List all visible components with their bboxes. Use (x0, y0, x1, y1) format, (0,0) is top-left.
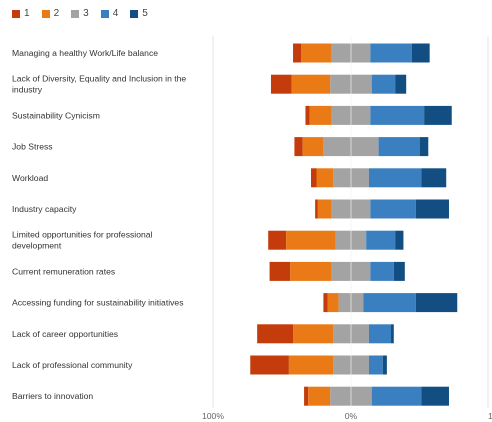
category-label: Barriers to innovation (12, 391, 93, 401)
bar-segment-1[interactable] (310, 168, 317, 188)
bar-segment-2[interactable] (301, 43, 332, 63)
legend-item-2[interactable]: 2 (41, 8, 60, 19)
bar-segment-5[interactable] (415, 199, 449, 219)
bar-segment-5[interactable] (395, 74, 407, 94)
legend-label: 5 (142, 8, 148, 19)
bar-segment-2[interactable] (309, 105, 332, 125)
bar-segment-5[interactable] (421, 386, 449, 406)
bar-segment-4[interactable] (368, 168, 422, 188)
bar-segment-4[interactable] (368, 324, 392, 344)
legend-item-5[interactable]: 5 (130, 8, 148, 19)
legend-label: 2 (53, 8, 60, 19)
category-label: Current remuneration rates (12, 266, 115, 276)
bar-segment-1[interactable] (315, 199, 318, 219)
bar-segment-5[interactable] (382, 355, 387, 375)
bar-segment-2[interactable] (327, 293, 339, 313)
bar-segment-4[interactable] (366, 230, 396, 250)
bar-segment-2[interactable] (308, 386, 331, 406)
bar-segment-1[interactable] (257, 324, 294, 344)
category-label: Lack of professional community (12, 360, 133, 370)
x-tick-label: 100% (202, 411, 224, 421)
legend-swatch (130, 9, 139, 18)
bar-segment-1[interactable] (269, 261, 291, 281)
legend-swatch (41, 9, 50, 18)
legend-label: 3 (83, 8, 89, 19)
legend-swatch (71, 9, 80, 18)
category-label: Industry capacity (12, 204, 77, 214)
bar-segment-5[interactable] (424, 105, 452, 125)
bar-segment-5[interactable] (421, 168, 447, 188)
bar-segment-1[interactable] (323, 293, 328, 313)
bar-segment-1[interactable] (294, 137, 303, 157)
category-label: Limited opportunities for professional de… (12, 230, 153, 251)
bar-segment-2[interactable] (290, 261, 332, 281)
chart-legend: 1 2 3 4 5 (12, 8, 148, 19)
bar-segment-5[interactable] (411, 43, 430, 63)
bar-segment-1[interactable] (305, 105, 310, 125)
bar-segment-5[interactable] (393, 261, 405, 281)
category-label: Workload (12, 173, 48, 183)
legend-label: 1 (24, 8, 30, 19)
bar-segment-4[interactable] (370, 43, 412, 63)
bar-segment-4[interactable] (371, 74, 396, 94)
bar-segment-2[interactable] (302, 137, 324, 157)
category-label: Accessing funding for sustainability ini… (12, 298, 184, 308)
category-label: Lack of Diversity, Equality and Inclusio… (12, 74, 186, 95)
bar-segment-5[interactable] (415, 293, 458, 313)
legend-item-3[interactable]: 3 (71, 8, 89, 19)
bar-segment-4[interactable] (370, 105, 425, 125)
legend-item-1[interactable]: 1 (12, 8, 30, 19)
bar-segment-2[interactable] (293, 324, 334, 344)
bar-segment-2[interactable] (291, 74, 331, 94)
legend-item-4[interactable]: 4 (100, 8, 119, 19)
bar-segment-2[interactable] (286, 230, 336, 250)
category-label: Job Stress (12, 142, 53, 152)
bar-segment-1[interactable] (304, 386, 309, 406)
bar-segment-1[interactable] (268, 230, 287, 250)
x-tick-label: 100% (488, 411, 492, 421)
category-label: Sustainability Cynicism (12, 110, 100, 120)
category-label: Lack of career opportunities (12, 329, 118, 339)
bar-segment-5[interactable] (395, 230, 404, 250)
bar-segment-1[interactable] (270, 74, 292, 94)
bar-segment-4[interactable] (378, 137, 420, 157)
bar-segment-2[interactable] (316, 168, 334, 188)
bar-segment-5[interactable] (391, 324, 394, 344)
legend-swatch (100, 9, 109, 18)
bar-segment-4[interactable] (363, 293, 416, 313)
bar-segment-5[interactable] (420, 137, 429, 157)
bar-segment-2[interactable] (288, 355, 334, 375)
x-tick-label: 0% (345, 411, 358, 421)
legend-swatch (12, 9, 20, 18)
bar-segment-2[interactable] (317, 199, 332, 219)
legend-label: 4 (112, 8, 119, 19)
bar-segment-4[interactable] (370, 199, 416, 219)
category-label: Managing a healthy Work/Life balance (12, 48, 158, 58)
bar-segment-1[interactable] (250, 355, 289, 375)
bar-segment-4[interactable] (371, 386, 422, 406)
bar-segment-4[interactable] (370, 261, 394, 281)
bar-segment-1[interactable] (293, 43, 302, 63)
bar-segment-4[interactable] (368, 355, 383, 375)
